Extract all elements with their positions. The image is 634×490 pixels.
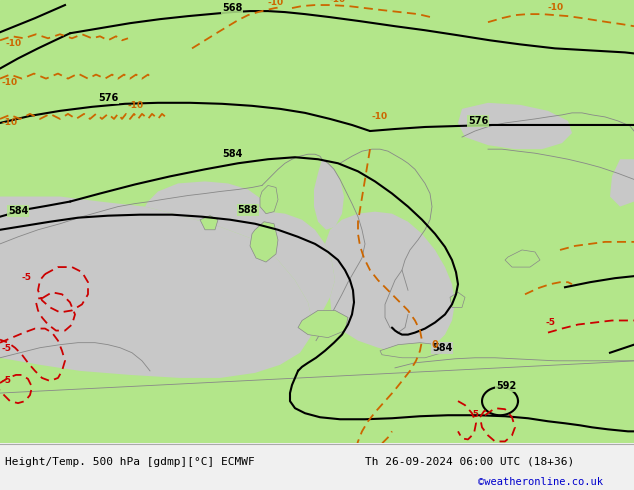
Text: -10: -10 [548, 3, 564, 12]
Text: 576: 576 [98, 93, 118, 103]
Text: -5: -5 [2, 376, 12, 385]
Text: 584: 584 [222, 149, 242, 159]
Text: 584: 584 [432, 343, 453, 353]
Text: 568: 568 [222, 3, 242, 13]
Polygon shape [325, 212, 455, 353]
Text: -10: -10 [2, 118, 18, 127]
Polygon shape [260, 185, 278, 214]
Polygon shape [200, 216, 218, 230]
Polygon shape [314, 159, 344, 230]
Polygon shape [250, 221, 278, 262]
Polygon shape [505, 250, 540, 267]
Text: -5: -5 [470, 410, 480, 419]
Polygon shape [610, 159, 634, 207]
Text: ©weatheronline.co.uk: ©weatheronline.co.uk [478, 477, 603, 487]
Text: -10: -10 [128, 101, 144, 110]
Text: -10: -10 [268, 0, 284, 7]
Polygon shape [298, 310, 348, 338]
Text: Height/Temp. 500 hPa [gdmp][°C] ECMWF: Height/Temp. 500 hPa [gdmp][°C] ECMWF [5, 457, 255, 466]
Text: -5: -5 [545, 318, 555, 326]
Text: -10: -10 [5, 39, 21, 49]
Polygon shape [255, 212, 335, 338]
Text: -10: -10 [330, 0, 346, 4]
Text: 584: 584 [8, 206, 29, 216]
Polygon shape [380, 343, 442, 358]
Polygon shape [0, 196, 312, 378]
Text: -10: -10 [2, 77, 18, 87]
Text: -10: -10 [372, 112, 388, 121]
Text: 588: 588 [238, 205, 258, 215]
Polygon shape [458, 103, 572, 149]
Polygon shape [145, 181, 268, 240]
Text: 592: 592 [496, 381, 516, 391]
Text: 0: 0 [432, 340, 439, 350]
Text: 576: 576 [468, 116, 488, 126]
Text: -5: -5 [2, 343, 12, 353]
Polygon shape [450, 292, 465, 307]
Text: Th 26-09-2024 06:00 UTC (18+36): Th 26-09-2024 06:00 UTC (18+36) [365, 457, 574, 466]
Text: -5: -5 [22, 273, 32, 282]
